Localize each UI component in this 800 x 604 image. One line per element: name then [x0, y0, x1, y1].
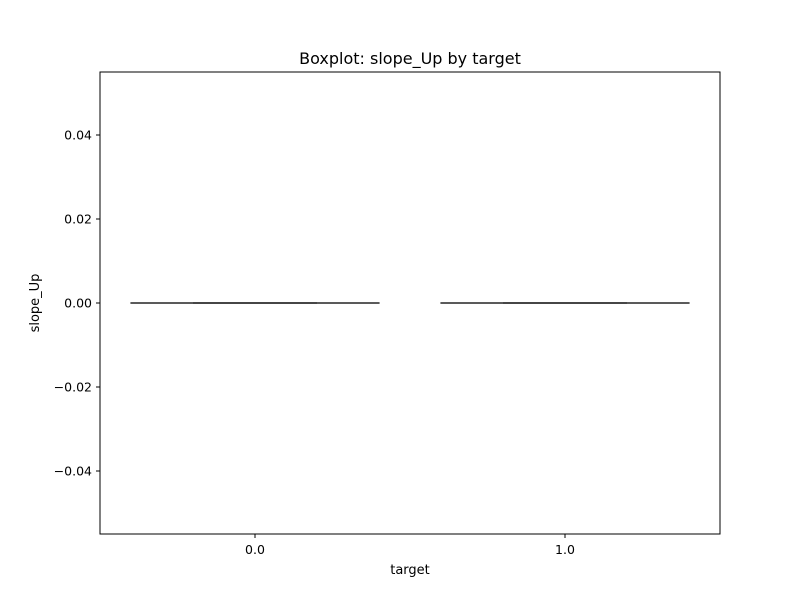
- x-axis: 0.0 1.0: [245, 534, 575, 557]
- y-axis: −0.04 −0.02 0.00 0.02 0.04: [54, 128, 100, 479]
- y-tick-label: 0.00: [64, 296, 92, 311]
- y-tick-label: −0.02: [54, 380, 92, 395]
- y-tick-label: −0.04: [54, 464, 92, 479]
- y-tick-label: 0.02: [64, 212, 92, 227]
- y-axis-label: slope_Up: [28, 274, 43, 333]
- chart-title: Boxplot: slope_Up by target: [299, 49, 521, 69]
- x-tick-label: 0.0: [245, 542, 265, 557]
- y-tick-label: 0.04: [64, 128, 92, 143]
- x-axis-label: target: [390, 563, 430, 578]
- x-tick-label: 1.0: [555, 542, 575, 557]
